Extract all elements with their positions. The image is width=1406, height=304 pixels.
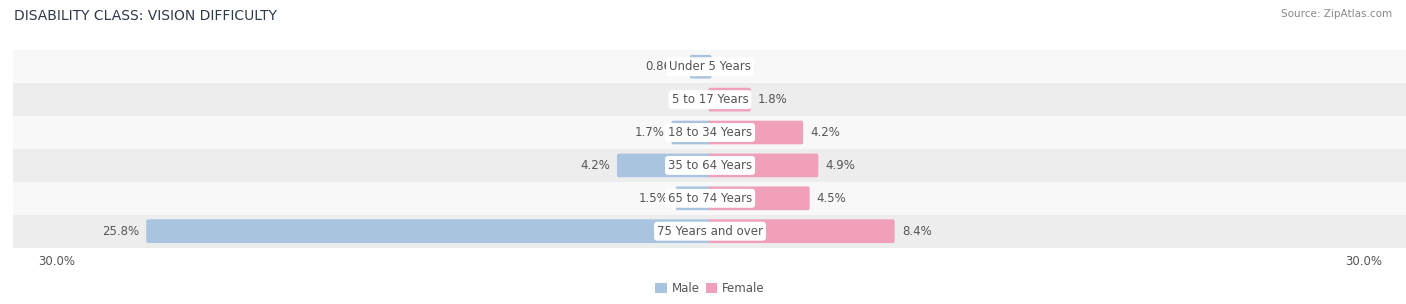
Text: 1.8%: 1.8%: [758, 93, 787, 106]
Text: Under 5 Years: Under 5 Years: [669, 60, 751, 73]
Text: 1.5%: 1.5%: [638, 192, 669, 205]
Text: 0.0%: 0.0%: [721, 60, 751, 73]
Text: 65 to 74 Years: 65 to 74 Years: [668, 192, 752, 205]
FancyBboxPatch shape: [146, 219, 711, 243]
Text: 75 Years and over: 75 Years and over: [657, 225, 763, 238]
Text: 8.4%: 8.4%: [901, 225, 932, 238]
FancyBboxPatch shape: [709, 154, 818, 177]
FancyBboxPatch shape: [709, 186, 810, 210]
Text: 4.9%: 4.9%: [825, 159, 855, 172]
FancyBboxPatch shape: [13, 116, 1406, 149]
FancyBboxPatch shape: [672, 121, 711, 144]
Text: Source: ZipAtlas.com: Source: ZipAtlas.com: [1281, 9, 1392, 19]
Text: 4.2%: 4.2%: [810, 126, 841, 139]
FancyBboxPatch shape: [709, 219, 894, 243]
Text: 35 to 64 Years: 35 to 64 Years: [668, 159, 752, 172]
Text: 18 to 34 Years: 18 to 34 Years: [668, 126, 752, 139]
FancyBboxPatch shape: [13, 149, 1406, 182]
FancyBboxPatch shape: [13, 215, 1406, 248]
Text: 25.8%: 25.8%: [101, 225, 139, 238]
FancyBboxPatch shape: [709, 88, 751, 112]
Text: 5 to 17 Years: 5 to 17 Years: [672, 93, 748, 106]
FancyBboxPatch shape: [13, 50, 1406, 83]
Text: 4.5%: 4.5%: [817, 192, 846, 205]
FancyBboxPatch shape: [709, 121, 803, 144]
Text: 1.7%: 1.7%: [634, 126, 664, 139]
Text: DISABILITY CLASS: VISION DIFFICULTY: DISABILITY CLASS: VISION DIFFICULTY: [14, 9, 277, 23]
FancyBboxPatch shape: [690, 55, 711, 78]
FancyBboxPatch shape: [13, 182, 1406, 215]
Text: 0.86%: 0.86%: [645, 60, 682, 73]
Text: 0.0%: 0.0%: [669, 93, 699, 106]
FancyBboxPatch shape: [13, 83, 1406, 116]
FancyBboxPatch shape: [617, 154, 711, 177]
FancyBboxPatch shape: [676, 186, 711, 210]
Text: 4.2%: 4.2%: [579, 159, 610, 172]
Legend: Male, Female: Male, Female: [651, 277, 769, 299]
